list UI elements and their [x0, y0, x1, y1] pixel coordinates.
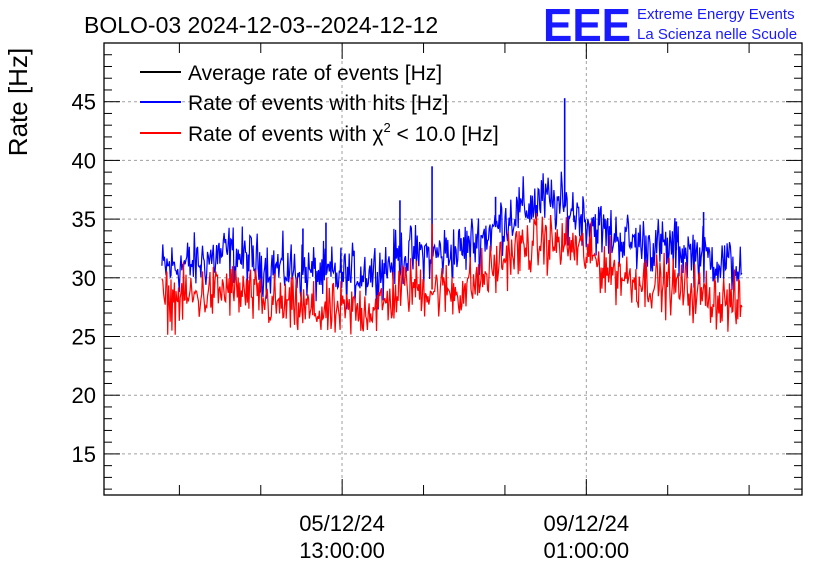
y-tick-label-40: 40	[72, 148, 96, 173]
series-line-1	[161, 213, 743, 335]
eee-logo-line2: La Scienza nelle Scuole	[637, 26, 797, 43]
y-tick-labels: 15 20 25 30 35 40 45	[72, 90, 96, 467]
legend: Average rate of events [Hz] Rate of even…	[140, 62, 499, 146]
x-tick-time-1: 01:00:00	[543, 538, 629, 563]
y-tick-label-35: 35	[72, 207, 96, 232]
series-1	[161, 213, 743, 335]
legend-label-average: Average rate of events [Hz]	[188, 62, 442, 85]
plot-frame	[103, 42, 803, 496]
chart-title: BOLO-03 2024-12-03--2024-12-12	[84, 12, 438, 38]
y-tick-label-45: 45	[72, 90, 96, 115]
y-tick-label-25: 25	[72, 325, 96, 350]
legend-label-hits: Rate of events with hits [Hz]	[188, 92, 448, 115]
x-tick-date-0: 05/12/24	[299, 511, 385, 536]
y-axis-label: Rate [Hz]	[3, 48, 33, 156]
legend-label-chi2: Rate of events with χ2 < 10.0 [Hz]	[188, 120, 499, 146]
eee-logo-line1: Extreme Energy Events	[637, 6, 795, 23]
y-tick-label-20: 20	[72, 383, 96, 408]
x-tick-date-1: 09/12/24	[543, 511, 629, 536]
axes	[103, 42, 803, 496]
x-tick-time-0: 13:00:00	[299, 538, 385, 563]
y-tick-label-30: 30	[72, 266, 96, 291]
eee-logo: EEE Extreme Energy Events La Scienza nel…	[543, 0, 797, 51]
series-layer	[161, 98, 743, 335]
y-tick-label-15: 15	[72, 442, 96, 467]
